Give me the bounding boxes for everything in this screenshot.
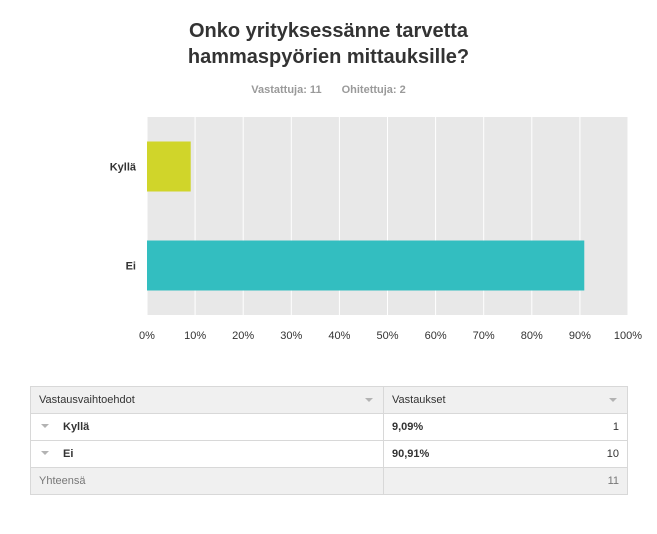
bar [147,141,191,192]
row-label: Ei [63,448,74,460]
x-tick-label: 60% [425,330,447,342]
table-row: Ei 90,91% 10 [30,440,628,468]
x-tick-label: 0% [139,330,155,342]
row-percent: 90,91% [392,448,430,460]
total-cell: 11 [383,467,628,495]
sort-caret-icon[interactable] [365,398,373,402]
bar-chart: Kyllä Ei 0% 10% 20% 30% 40% 50% 60% 70% 80% 90% 100… [110,117,642,342]
row-answer-cell: Ei [30,440,384,468]
response-meta: Vastattuja: 11 Ohitettuja: 2 [0,84,657,96]
bars [147,141,585,291]
row-label: Kyllä [63,421,90,433]
expand-caret-icon[interactable] [41,424,49,428]
row-percent: 9,09% [392,421,424,433]
chart-title-line-2: hammaspyörien mittauksille? [187,46,470,68]
category-labels: Kyllä Ei [110,162,137,273]
x-tick-label: 20% [232,330,254,342]
row-count: 10 [606,448,619,460]
header-answer-options[interactable]: Vastausvaihtoehdot [30,386,384,414]
x-tick-label: 30% [280,330,302,342]
row-count: 1 [612,421,619,433]
x-tick-label: 70% [473,330,495,342]
total-count: 11 [607,475,619,487]
header-responses[interactable]: Vastaukset [383,386,628,414]
x-tick-label: 90% [569,330,591,342]
x-tick-label: 10% [184,330,206,342]
skipped-count: Ohitettuja: 2 [341,84,406,96]
chart-title-line-1: Onko yrityksessänne tarvetta [188,20,469,42]
table-header-row: Vastausvaihtoehdot Vastaukset [30,386,628,414]
category-label: Ei [126,261,136,273]
sort-caret-icon[interactable] [609,398,617,402]
expand-caret-icon[interactable] [41,451,49,455]
table-row: Kyllä 9,09% 1 [30,413,628,441]
x-tick-label: 50% [376,330,398,342]
answered-count: Vastattuja: 11 [251,84,322,96]
row-answer-cell: Kyllä [30,413,384,441]
chart-title: Onko yrityksessänne tarvetta hammaspyöri… [0,18,657,70]
summary-table: Vastausvaihtoehdot Vastaukset Kyllä 9,09… [30,386,628,495]
x-tick-label: 80% [521,330,543,342]
table-total-row: Yhteensä 11 [30,467,628,495]
x-tick-labels: 0% 10% 20% 30% 40% 50% 60% 70% 80% 90% 100% [139,330,642,342]
x-tick-label: 40% [328,330,350,342]
category-label: Kyllä [110,162,137,174]
row-response-cell: 9,09% 1 [383,413,628,441]
bar [147,240,585,291]
total-label: Yhteensä [30,467,384,495]
row-response-cell: 90,91% 10 [383,440,628,468]
x-tick-label: 100% [614,330,642,342]
